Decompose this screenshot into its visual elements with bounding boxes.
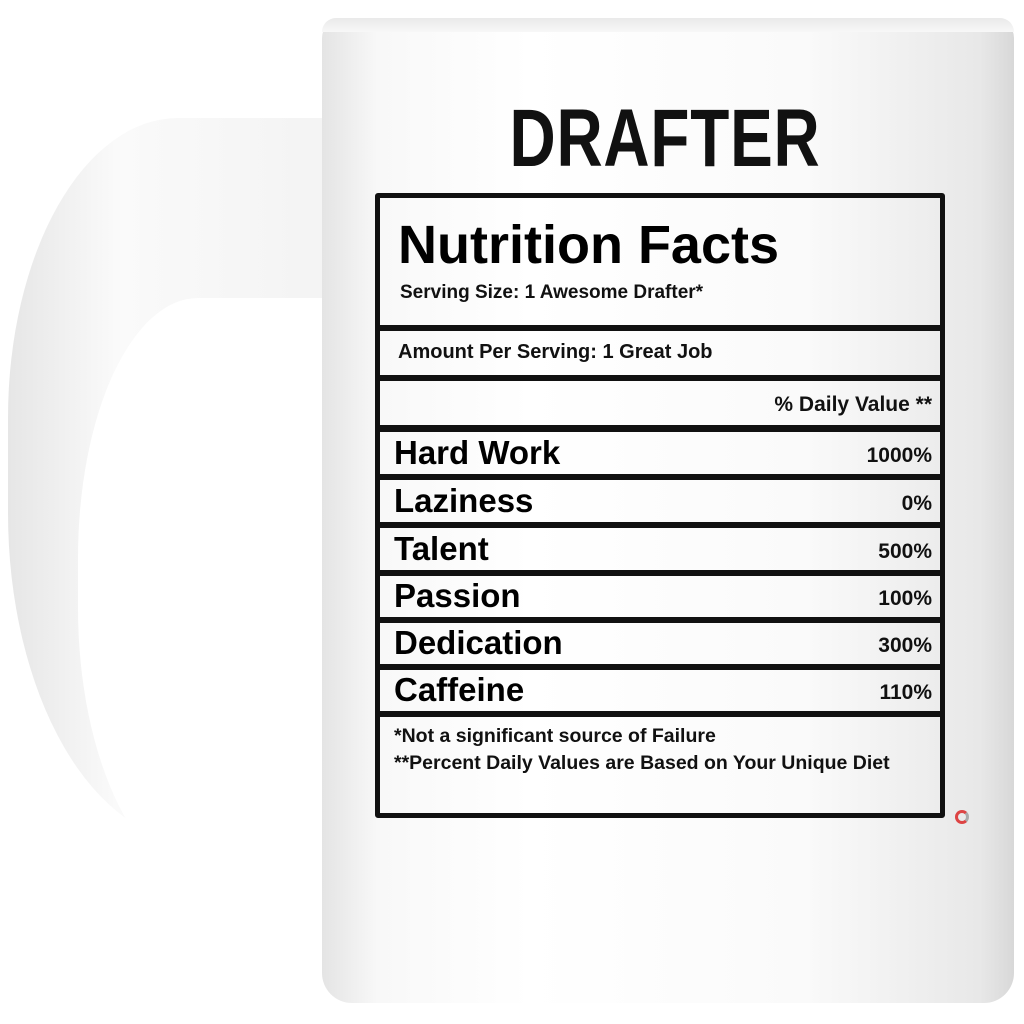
daily-value-row: % Daily Value ** — [380, 381, 940, 432]
nutrient-name: Passion — [394, 577, 521, 614]
nutrient-name: Laziness — [394, 482, 534, 519]
nutrient-row: Hard Work 1000% — [380, 432, 940, 480]
nutrient-value: 300% — [878, 634, 932, 657]
nutrient-row: Dedication 300% — [380, 623, 940, 670]
nutrient-row: Passion 100% — [380, 576, 940, 623]
amount-row: Amount Per Serving: 1 Great Job — [380, 331, 940, 381]
nutrient-name: Talent — [394, 530, 489, 567]
mug-title: DRAFTER — [509, 93, 821, 184]
footnote-2: **Percent Daily Values are Based on Your… — [394, 752, 890, 774]
mug-body — [322, 18, 1014, 1003]
serving-size: Serving Size: 1 Awesome Drafter* — [400, 282, 704, 303]
footnotes: *Not a significant source of Failure **P… — [380, 717, 940, 813]
mug-rim — [322, 18, 1014, 32]
footnote-text: *Not a significant source of Failure **P… — [394, 723, 894, 777]
header-section: Nutrition Facts Serving Size: 1 Awesome … — [380, 198, 940, 331]
nutrient-row: Caffeine 110% — [380, 670, 940, 717]
nutrient-value: 110% — [879, 681, 932, 704]
nutrient-row: Laziness 0% — [380, 480, 940, 528]
nutrient-row: Talent 500% — [380, 528, 940, 576]
nutrient-name: Hard Work — [394, 434, 561, 471]
nutrient-value: 500% — [878, 540, 932, 563]
label-heading: Nutrition Facts — [398, 215, 780, 275]
nutrient-value: 0% — [901, 492, 932, 515]
brand-logo-icon — [955, 810, 969, 824]
footnote-1: *Not a significant source of Failure — [394, 725, 716, 747]
nutrition-label: Nutrition Facts Serving Size: 1 Awesome … — [375, 193, 945, 818]
nutrient-name: Dedication — [394, 624, 563, 661]
mug-handle — [8, 118, 378, 888]
nutrient-name: Caffeine — [394, 671, 525, 708]
amount-per-serving: Amount Per Serving: 1 Great Job — [398, 341, 713, 363]
daily-value-header: % Daily Value ** — [774, 393, 932, 416]
nutrient-value: 100% — [878, 587, 932, 610]
nutrient-value: 1000% — [866, 444, 932, 467]
